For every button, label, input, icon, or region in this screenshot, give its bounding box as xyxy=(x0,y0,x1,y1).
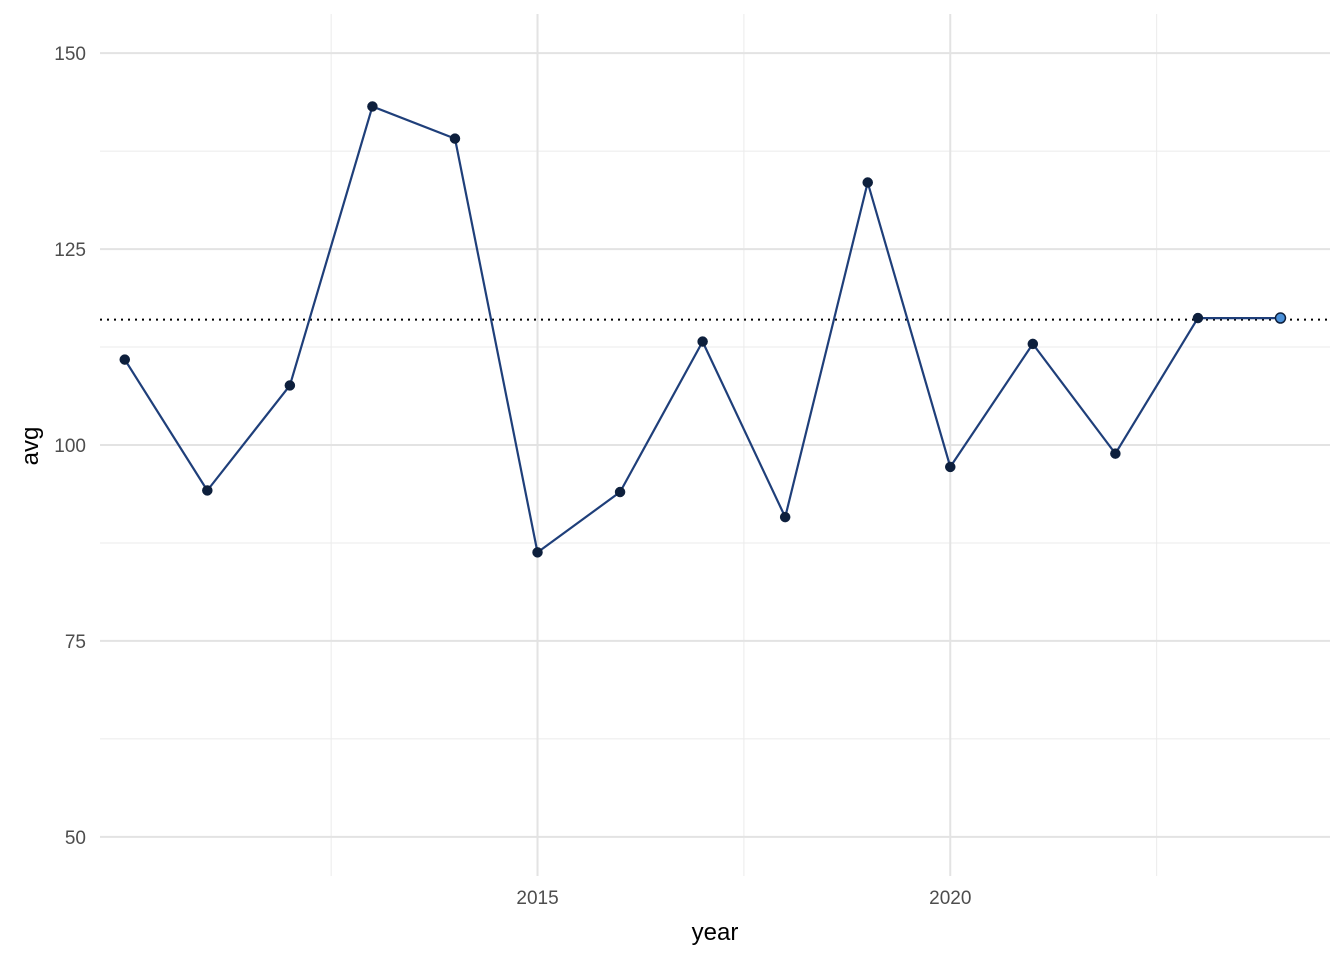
data-point xyxy=(1027,338,1039,350)
data-point-latest xyxy=(1274,312,1287,324)
data-point xyxy=(1110,448,1121,459)
data-point xyxy=(284,380,296,391)
data-point xyxy=(119,354,131,365)
data-point xyxy=(614,486,626,498)
y-tick-label: 150 xyxy=(54,44,86,65)
data-point xyxy=(449,133,461,144)
data-point xyxy=(1192,312,1204,324)
y-tick-label: 100 xyxy=(54,436,86,457)
data-point xyxy=(202,485,213,496)
series-layer xyxy=(123,105,1281,554)
data-point xyxy=(779,511,791,523)
point-layer xyxy=(119,101,1287,558)
y-axis-title: avg xyxy=(17,427,44,466)
y-tick-label: 50 xyxy=(65,828,86,849)
data-point xyxy=(862,177,873,188)
y-tick-label: 125 xyxy=(54,240,86,261)
y-tick-label: 75 xyxy=(65,632,86,653)
x-tick-labels: 2015 2020 xyxy=(516,888,971,909)
y-tick-labels: 50 75 100 125 150 xyxy=(54,44,86,849)
data-point xyxy=(532,547,543,558)
data-point xyxy=(697,336,708,347)
series-line xyxy=(123,105,1281,554)
data-point xyxy=(367,101,378,112)
grid-major xyxy=(100,14,1330,876)
data-point xyxy=(945,461,956,473)
x-tick-label: 2015 xyxy=(516,888,558,909)
x-tick-label: 2020 xyxy=(929,888,971,909)
x-axis-title: year xyxy=(692,919,739,946)
